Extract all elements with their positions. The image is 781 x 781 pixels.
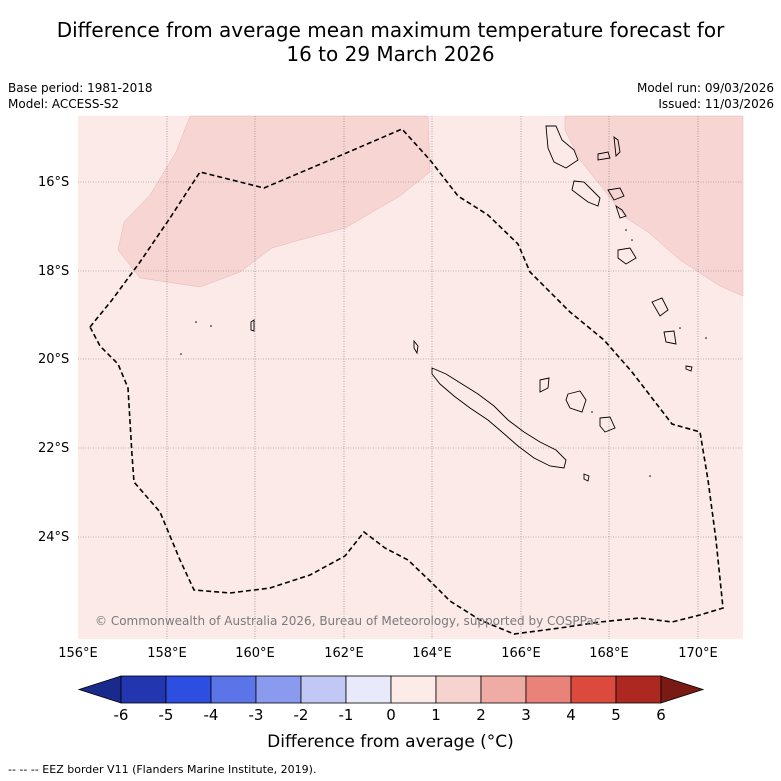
anomaly-fill-1-2-north-west	[117, 115, 431, 288]
lon-label-158e: 158°E	[147, 646, 187, 661]
islet	[195, 321, 197, 323]
colorbar-cell	[345, 675, 392, 704]
lat-label-22s: 22°S	[38, 441, 70, 456]
islet	[180, 353, 182, 355]
colorbar-cell	[120, 675, 167, 704]
lat-label-20s: 20°S	[38, 352, 70, 367]
eez-border	[89, 128, 724, 635]
islet	[705, 337, 707, 339]
islet	[625, 229, 627, 231]
malo-coast	[597, 151, 611, 161]
colorbar-tick: -5	[158, 706, 174, 724]
colorbar	[77, 675, 705, 704]
colorbar-tick: -4	[203, 706, 219, 724]
islet	[210, 325, 212, 327]
aneityum-coast	[663, 330, 677, 345]
map-title: Difference from average mean maximum tem…	[0, 18, 781, 66]
islet	[679, 327, 681, 329]
lon-label-156e: 156°E	[58, 646, 98, 661]
ouvea-coast	[539, 377, 550, 393]
islet	[591, 411, 593, 413]
colorbar-extend-low	[77, 675, 122, 704]
islet	[631, 239, 633, 241]
colorbar-cell	[210, 675, 257, 704]
isle-of-pines	[583, 473, 590, 482]
colorbar-title: Difference from average (°C)	[267, 732, 514, 752]
colorbar-cell	[525, 675, 572, 704]
colorbar-tick: -1	[338, 706, 354, 724]
maewo-coast	[613, 136, 621, 157]
tanna-coast	[651, 297, 669, 317]
base-period: Base period: 1981-2018	[8, 81, 153, 95]
lon-label-168e: 168°E	[589, 646, 629, 661]
new-caledonia-coast	[431, 367, 567, 469]
colorbar-tick: 4	[566, 706, 576, 724]
pentecost-coast	[607, 187, 625, 201]
colorbar-tick: -2	[293, 706, 309, 724]
colorbar-extend-high	[660, 675, 705, 704]
colorbar-cell	[300, 675, 347, 704]
lat-label-18s: 18°S	[38, 264, 70, 279]
colorbar-cell	[390, 675, 437, 704]
copyright-notice: © Commonwealth of Australia 2026, Bureau…	[95, 614, 601, 628]
small-isle-2	[250, 319, 255, 332]
info-left: Base period: 1981-2018 Model: ACCESS-S2	[8, 80, 153, 112]
title-line-1: Difference from average mean maximum tem…	[56, 18, 725, 42]
espiritu-santo-coast	[545, 125, 579, 169]
efate-coast	[617, 247, 637, 265]
colorbar-tick: -3	[248, 706, 264, 724]
colorbar-cell	[255, 675, 302, 704]
colorbar-tick: 1	[431, 706, 441, 724]
lat-label-24s: 24°S	[38, 530, 70, 545]
colorbar-cell	[165, 675, 212, 704]
coastlines	[250, 125, 693, 482]
colorbar-tick: 2	[476, 706, 486, 724]
issued-date: Issued: 11/03/2026	[658, 97, 774, 111]
lon-label-170e: 170°E	[678, 646, 718, 661]
info-right: Model run: 09/03/2026 Issued: 11/03/2026	[637, 80, 774, 112]
model-run: Model run: 09/03/2026	[636, 81, 774, 95]
epi-coast	[615, 204, 627, 219]
lon-label-160e: 160°E	[235, 646, 275, 661]
colorbar-cell	[435, 675, 482, 704]
islet	[649, 475, 651, 477]
colorbar-cell	[570, 675, 617, 704]
colorbar-tick: -6	[113, 706, 129, 724]
lat-label-16s: 16°S	[38, 175, 70, 190]
colorbar-cell	[480, 675, 527, 704]
anomaly-fill-1-2-north-east	[564, 115, 744, 297]
lon-label-162e: 162°E	[324, 646, 364, 661]
eez-footnote: -- -- -- EEZ border V11 (Flanders Marine…	[8, 763, 317, 776]
malekula-coast	[571, 180, 601, 207]
model-name: Model: ACCESS-S2	[8, 97, 120, 111]
lifou-coast	[565, 390, 587, 413]
colorbar-tick: 5	[611, 706, 621, 724]
colorbar-tick: 6	[656, 706, 666, 724]
islet-dots	[180, 229, 707, 477]
belep-islands	[413, 339, 419, 355]
mare-coast	[599, 416, 616, 433]
lon-label-166e: 166°E	[501, 646, 541, 661]
colorbar-cell	[615, 675, 662, 704]
grid-lines	[78, 116, 743, 639]
small-isle-1	[685, 365, 693, 372]
lon-label-164e: 164°E	[412, 646, 452, 661]
colorbar-tick: 0	[386, 706, 396, 724]
colorbar-tick: 3	[521, 706, 531, 724]
title-line-2: 16 to 29 March 2026	[286, 42, 495, 66]
